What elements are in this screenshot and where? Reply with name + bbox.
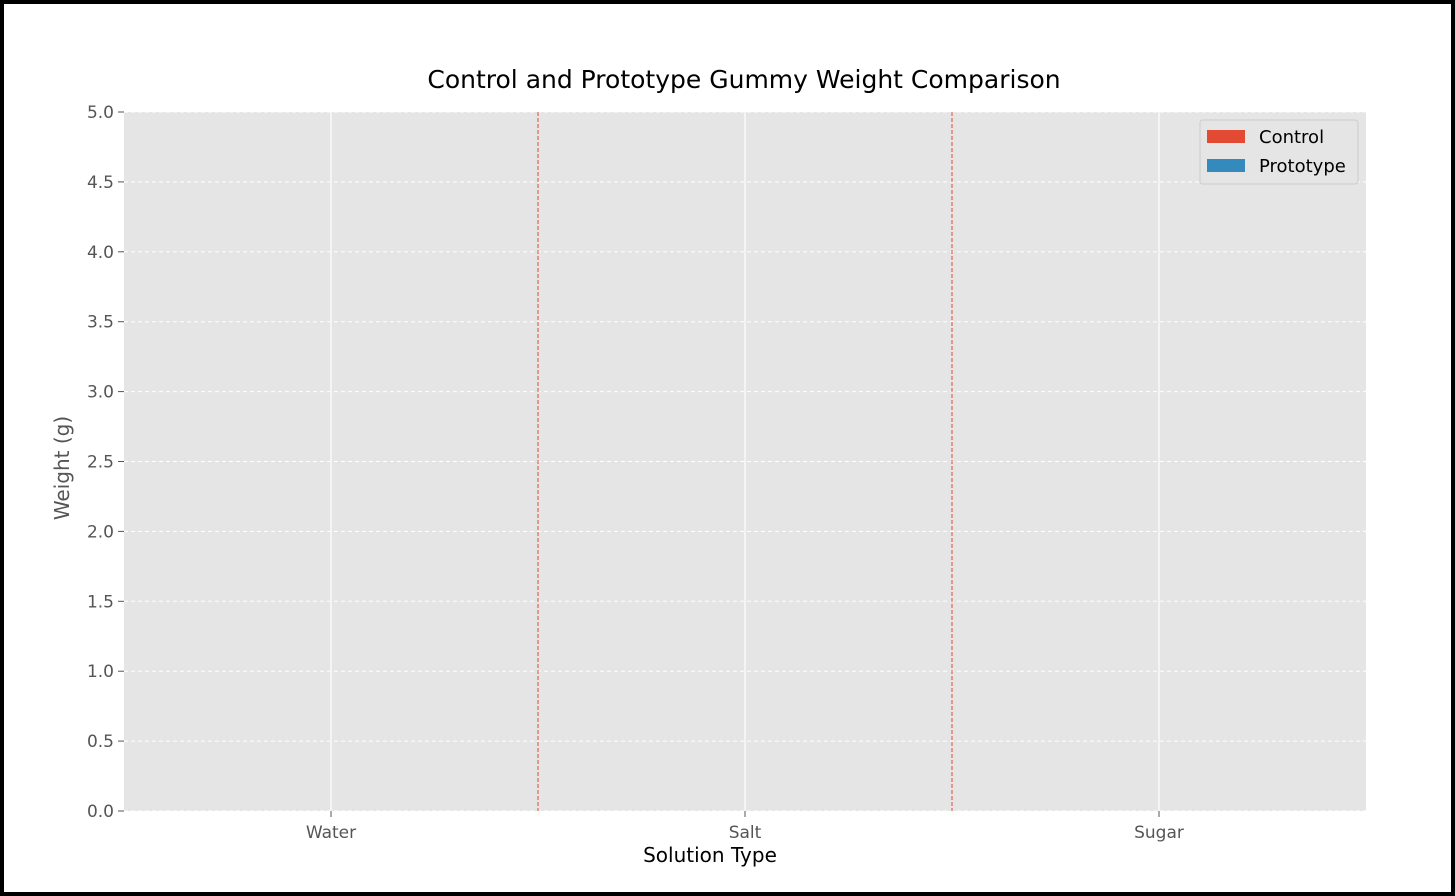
- category-separators: [537, 112, 953, 811]
- y-tick-label: 0.5: [87, 732, 114, 752]
- legend-label-control: Control: [1259, 127, 1324, 148]
- y-tick-label: 4.5: [87, 173, 114, 193]
- x-tick-label: Salt: [729, 823, 762, 843]
- x-axis-ticks: Water Salt Sugar: [306, 811, 1184, 843]
- y-tick-label: 4.0: [87, 243, 114, 263]
- legend-label-prototype: Prototype: [1259, 156, 1346, 177]
- y-tick-label: 5.0: [87, 103, 114, 123]
- x-tick-label: Water: [306, 823, 356, 843]
- legend-swatch-prototype: [1207, 159, 1245, 172]
- y-tick-label: 2.5: [87, 453, 114, 473]
- y-tick-label: 1.5: [87, 592, 114, 612]
- y-tick-label: 2.0: [87, 522, 114, 542]
- y-tick-label: 0.0: [87, 802, 114, 822]
- y-tick-label: 3.0: [87, 383, 114, 403]
- legend-swatch-control: [1207, 130, 1245, 143]
- legend: Control Prototype: [1199, 119, 1359, 185]
- bar-chart: Control and Prototype Gummy Weight Compa…: [50, 65, 1366, 867]
- x-tick-label: Sugar: [1134, 823, 1184, 843]
- x-axis-label: Solution Type: [643, 843, 777, 867]
- y-tick-label: 1.0: [87, 662, 114, 682]
- y-axis-ticks: 0.0 0.5 1.0 1.5 2.0 2.5 3.0 3.5 4.0 4.5 5.0: [87, 103, 124, 822]
- chart-title: Control and Prototype Gummy Weight Compa…: [427, 65, 1060, 94]
- y-axis-label: Weight (g): [50, 416, 74, 520]
- y-tick-label: 3.5: [87, 313, 114, 333]
